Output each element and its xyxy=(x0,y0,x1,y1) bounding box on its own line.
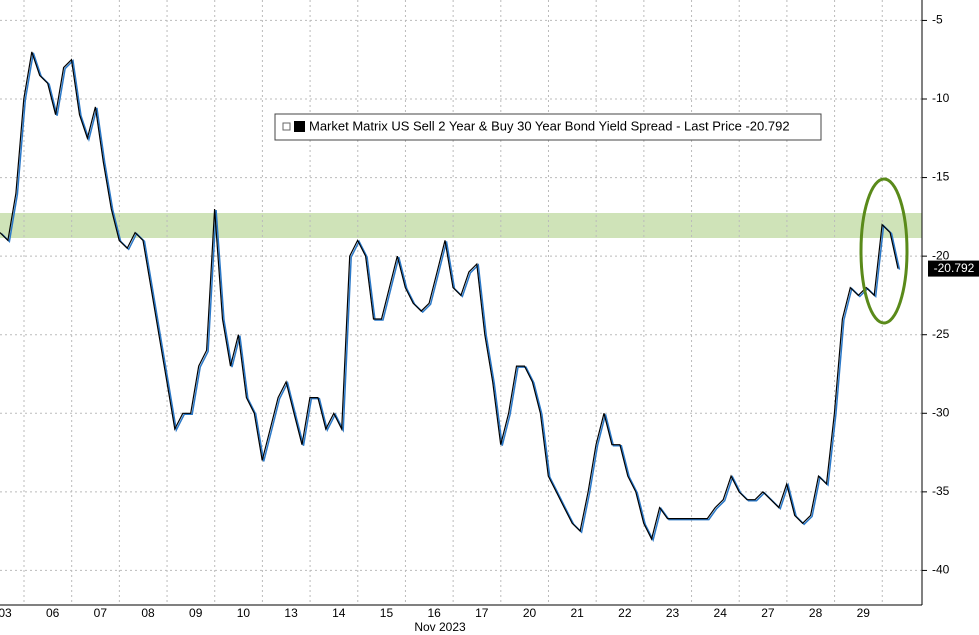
lines xyxy=(0,51,901,543)
highlight-band xyxy=(0,213,922,238)
x-tick-label: 08 xyxy=(141,606,155,620)
x-tick-label: 23 xyxy=(666,606,680,620)
y-tick-label: -35 xyxy=(932,484,950,498)
highlight-ellipse xyxy=(859,177,909,325)
x-tick-label: 29 xyxy=(857,606,871,620)
x-tick-label: 16 xyxy=(427,606,441,620)
x-tick-label: 17 xyxy=(475,606,489,620)
legend-swatch xyxy=(294,121,305,132)
legend-box xyxy=(274,113,822,141)
legend-icon xyxy=(282,122,291,131)
series-line-shadow xyxy=(0,52,901,543)
x-tick-label: 15 xyxy=(380,606,394,620)
x-tick-label: 27 xyxy=(761,606,775,620)
grid xyxy=(0,0,922,605)
y-tick-label: -25 xyxy=(932,327,950,341)
x-axis-label: Nov 2023 xyxy=(414,620,466,634)
x-tick-label: 21 xyxy=(570,606,584,620)
x-tick-label: 24 xyxy=(714,606,728,620)
x-tick-label: 03 xyxy=(0,606,12,620)
x-tick-label: 09 xyxy=(189,606,203,620)
y-tick-label: -15 xyxy=(932,170,950,184)
x-tick-label: 28 xyxy=(809,606,823,620)
y-tick-label: -30 xyxy=(932,405,950,419)
last-price-tag xyxy=(928,260,979,277)
y-tick-label: -5 xyxy=(932,13,943,27)
y-tick-label: -40 xyxy=(932,563,950,577)
x-tick-label: 20 xyxy=(523,606,537,620)
x-tick-label: 22 xyxy=(618,606,632,620)
legend-label: Market Matrix US Sell 2 Year & Buy 30 Ye… xyxy=(309,118,790,133)
x-tick-label: 06 xyxy=(46,606,60,620)
y-tick-label: -10 xyxy=(932,91,950,105)
y-tick-label: -20 xyxy=(932,248,950,262)
series-line xyxy=(0,51,899,541)
last-price-label: -20.792 xyxy=(934,261,975,275)
x-tick-label: 10 xyxy=(237,606,251,620)
x-tick-label: 13 xyxy=(284,606,298,620)
x-tick-label: 14 xyxy=(332,606,346,620)
x-tick-label: 07 xyxy=(94,606,108,620)
